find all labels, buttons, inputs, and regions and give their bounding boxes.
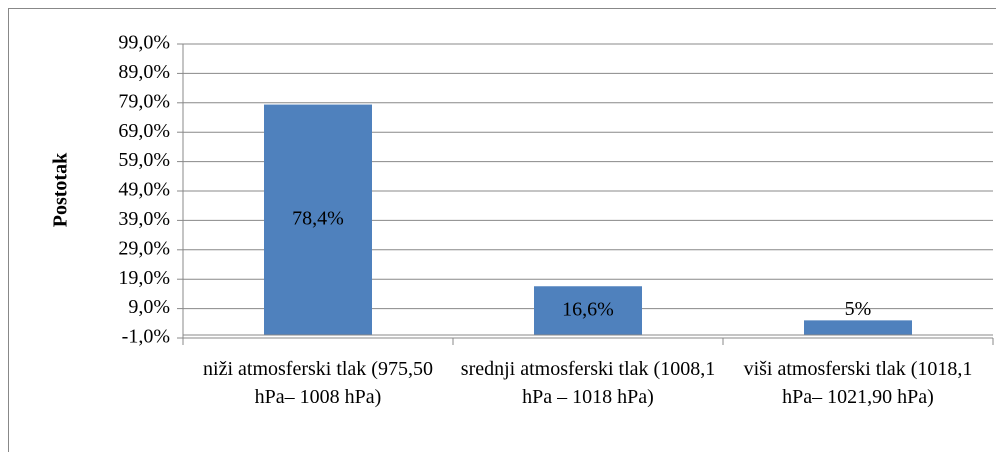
- data-label: 16,6%: [562, 298, 614, 320]
- y-tick-label: 9,0%: [128, 296, 170, 318]
- data-label: 5%: [845, 298, 872, 320]
- y-tick-label: 29,0%: [118, 237, 170, 259]
- bar: [804, 320, 912, 336]
- y-tick-label: -1,0%: [122, 326, 170, 348]
- y-tick-label: 39,0%: [118, 208, 170, 230]
- x-tick-label: srednji atmosferski tlak (1008,1 hPa – 1…: [460, 358, 716, 408]
- y-tick-label: 19,0%: [118, 267, 170, 289]
- bar: [264, 104, 372, 336]
- y-tick-label: 59,0%: [118, 149, 170, 171]
- frame: [8, 8, 996, 452]
- bar: [534, 286, 642, 336]
- x-tick-label: niži atmosferski tlak (975,50 hPa– 1008 …: [203, 358, 433, 408]
- y-tick-label: 69,0%: [118, 120, 170, 142]
- data-label: 78,4%: [292, 207, 344, 229]
- y-tick-label: 89,0%: [118, 61, 170, 83]
- y-tick-label: 79,0%: [118, 90, 170, 112]
- y-axis-label: Postotak: [50, 152, 72, 227]
- y-tick-label: 49,0%: [118, 179, 170, 201]
- y-tick-label: 99,0%: [118, 32, 170, 54]
- x-tick-label: viši atmosferski tlak (1018,1 hPa– 1021,…: [743, 358, 973, 408]
